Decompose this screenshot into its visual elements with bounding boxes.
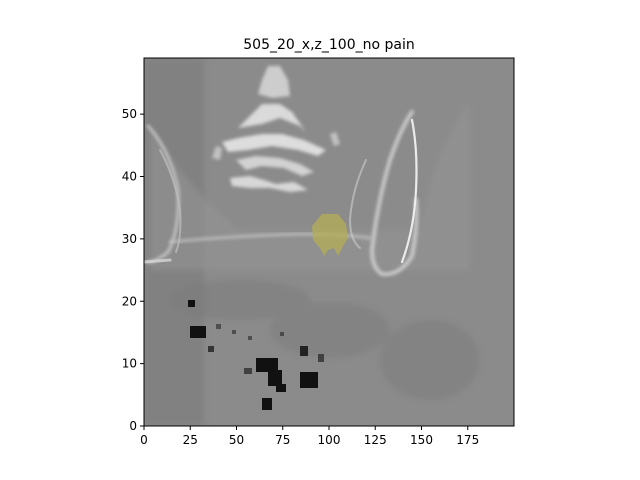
x-tick-label: 0	[140, 433, 148, 447]
overlay-blob	[312, 214, 348, 256]
x-tick-label: 25	[183, 433, 198, 447]
soft-tissue	[170, 280, 480, 400]
chart-title: 505_20_x,z_100_no pain	[243, 37, 414, 53]
x-tick-label: 75	[275, 433, 290, 447]
y-tick-label: 50	[122, 107, 137, 121]
overlay-region	[312, 214, 348, 256]
y-axis: 0 10 20 30 40 50	[122, 107, 144, 433]
y-tick-label: 10	[122, 357, 137, 371]
x-axis: 0 25 50 75 100 125 150 175	[140, 426, 479, 447]
vertebrae	[212, 66, 340, 192]
iliac-outlines	[144, 110, 419, 277]
x-tick-label: 100	[318, 433, 341, 447]
pelvis-upper-region	[150, 100, 470, 270]
y-tick-label: 20	[122, 294, 137, 308]
x-tick-label: 125	[364, 433, 387, 447]
x-tick-label: 50	[229, 433, 244, 447]
ct-image	[144, 58, 514, 426]
y-tick-label: 30	[122, 232, 137, 246]
x-tick-label: 175	[456, 433, 479, 447]
air-pockets	[188, 300, 324, 410]
x-tick-label: 150	[410, 433, 433, 447]
y-tick-label: 0	[129, 419, 137, 433]
y-tick-label: 40	[122, 170, 137, 184]
